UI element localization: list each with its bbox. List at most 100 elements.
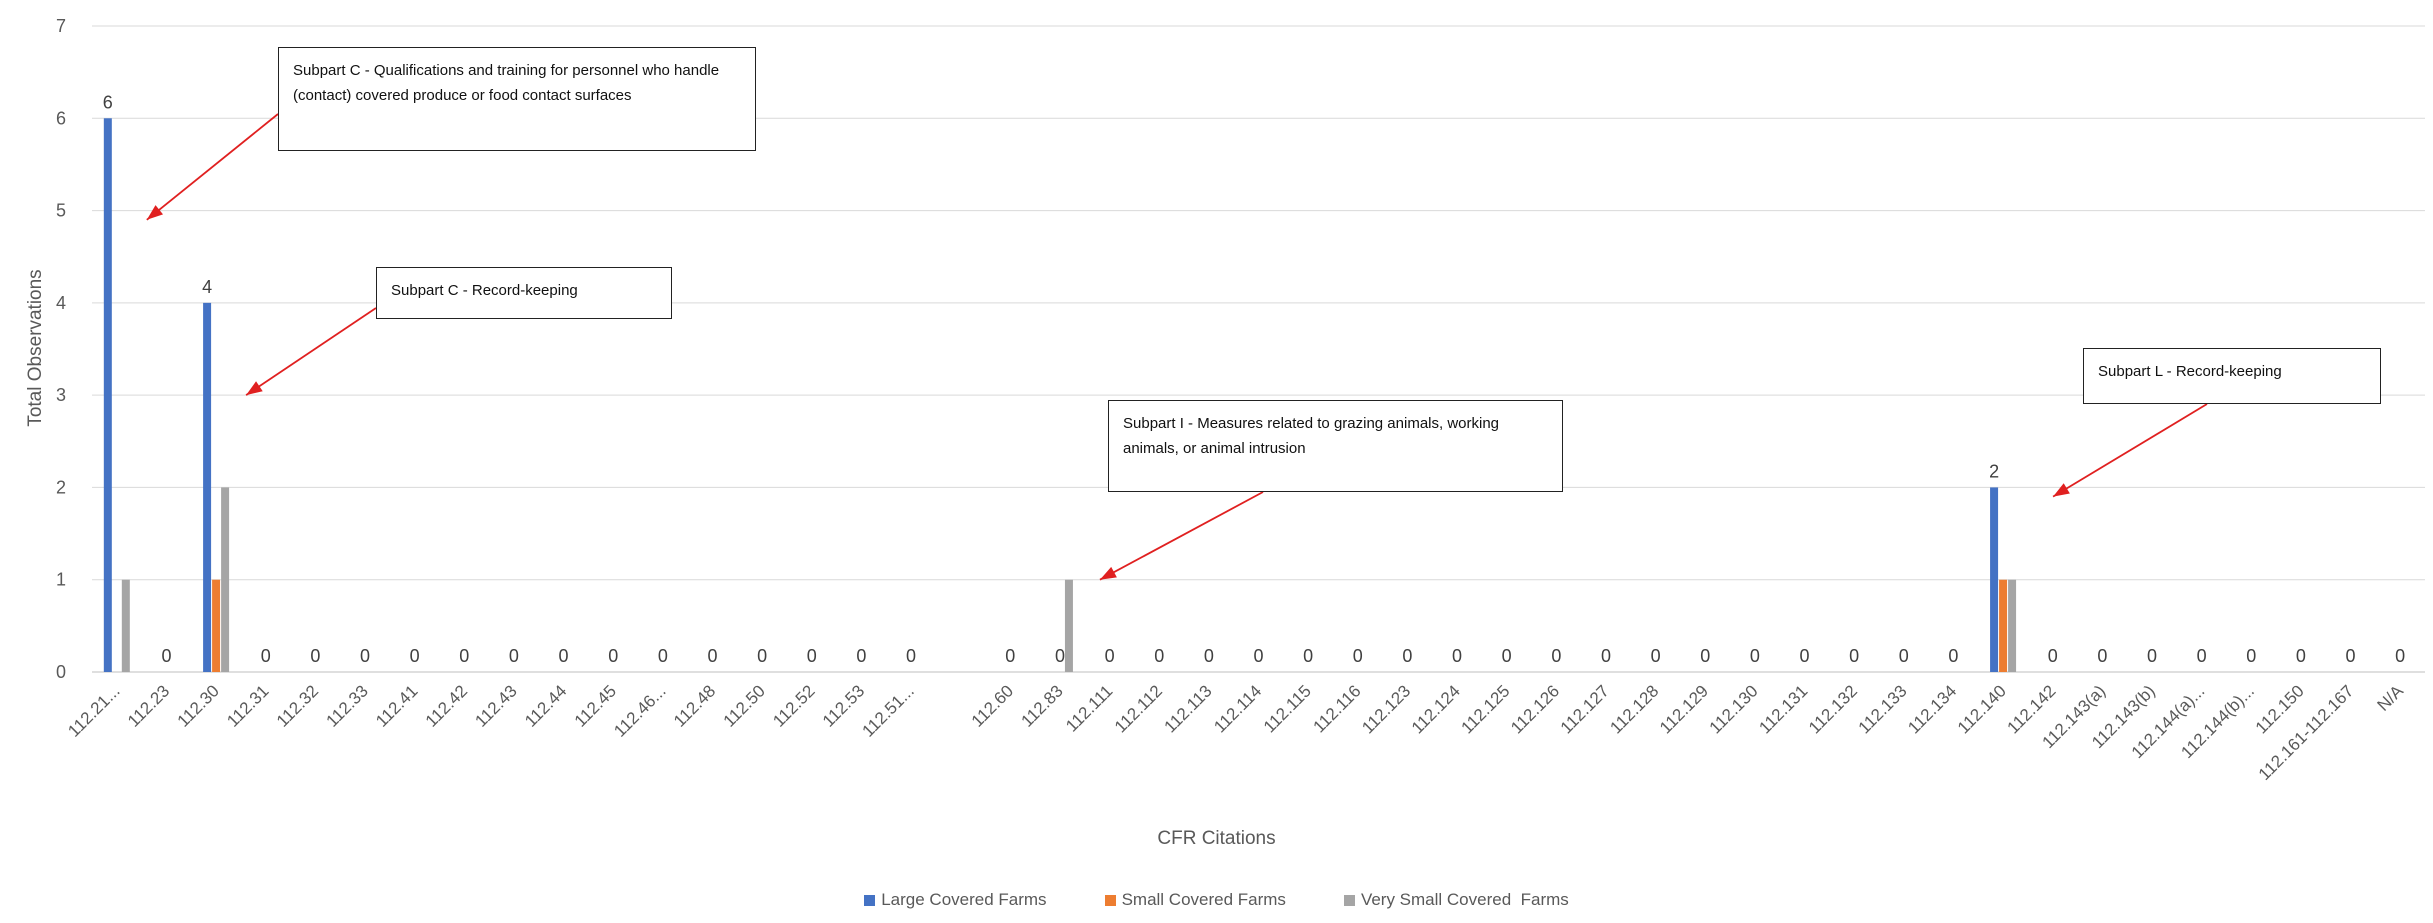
x-tick-label: 112.111 <box>1062 681 1116 735</box>
x-tick-label: 112.140 <box>1954 681 2010 737</box>
data-label: 0 <box>1452 646 1462 666</box>
callout-arrow-line <box>146 113 279 221</box>
legend-swatch-very-small <box>1343 894 1355 906</box>
y-tick-label: 7 <box>56 16 66 36</box>
data-label: 0 <box>1899 646 1909 666</box>
x-tick-label: 112.130 <box>1706 681 1762 737</box>
x-tick-label: 112.33 <box>323 681 372 730</box>
data-label: 0 <box>1105 646 1115 666</box>
data-label: 0 <box>1502 646 1512 666</box>
bar <box>1999 579 2008 672</box>
x-tick-label: 112.126 <box>1507 681 1563 737</box>
y-tick-label: 6 <box>56 108 66 128</box>
data-label: 0 <box>1154 646 1164 666</box>
bar <box>121 579 130 672</box>
data-label: 0 <box>261 646 271 666</box>
callout-arrows <box>146 113 2208 581</box>
data-label: 0 <box>2246 646 2256 666</box>
x-tick-label: 112.127 <box>1557 681 1613 737</box>
x-tick-label: 112.132 <box>1805 681 1861 737</box>
callout-subpart-c-record-keeping: Subpart C - Record-keeping <box>376 267 672 319</box>
data-label: 0 <box>1204 646 1214 666</box>
x-tick-label: 112.129 <box>1656 681 1712 737</box>
legend: Large Covered Farms Small Covered Farms … <box>0 890 2433 910</box>
legend-item-small: Small Covered Farms <box>1104 890 1286 910</box>
x-tick-label: 112.114 <box>1210 681 1265 736</box>
data-label: 0 <box>2346 646 2356 666</box>
x-tick-label: N/A <box>2374 681 2408 715</box>
bar <box>1990 487 1999 672</box>
callout-arrow-head <box>2053 483 2070 497</box>
data-label: 0 <box>1948 646 1958 666</box>
y-axis-title: Total Observations <box>25 269 46 427</box>
bar <box>1064 579 1073 672</box>
data-label: 0 <box>608 646 618 666</box>
callout-arrow-head <box>1099 566 1117 580</box>
legend-label-very-small: Very Small Covered Farms <box>1360 890 1569 909</box>
data-label: 0 <box>410 646 420 666</box>
x-tick-label: 112.50 <box>720 681 769 730</box>
callout-arrow-line <box>2052 403 2208 498</box>
x-tick-label: 112.32 <box>273 681 322 730</box>
data-label: 0 <box>1005 646 1015 666</box>
x-tick-label: 112.44 <box>521 681 570 730</box>
x-tick-label: 112.53 <box>819 681 868 730</box>
x-axis-title: CFR Citations <box>1157 828 1276 849</box>
data-label: 0 <box>1800 646 1810 666</box>
y-tick-label: 2 <box>56 477 66 497</box>
x-tick-label: 112.52 <box>769 681 818 730</box>
data-label: 0 <box>459 646 469 666</box>
data-label: 0 <box>1601 646 1611 666</box>
data-label: 0 <box>1750 646 1760 666</box>
data-label: 0 <box>2048 646 2058 666</box>
data-label: 0 <box>707 646 717 666</box>
x-tick-label: 112.124 <box>1408 681 1464 737</box>
data-label: 0 <box>658 646 668 666</box>
legend-item-large: Large Covered Farms <box>864 890 1047 910</box>
bars <box>103 118 2017 673</box>
callout-arrow-line <box>245 307 377 396</box>
x-tick-label: 112.131 <box>1755 681 1811 737</box>
bar <box>103 118 112 673</box>
y-tick-label: 1 <box>56 570 66 590</box>
bar <box>2008 579 2017 672</box>
x-tick-label: 112.133 <box>1855 681 1911 737</box>
x-tick-label: 112.83 <box>1017 681 1066 730</box>
callout-arrow-line <box>1099 491 1264 581</box>
data-label: 0 <box>1849 646 1859 666</box>
y-tick-label: 5 <box>56 201 66 221</box>
x-tick-label: 112.113 <box>1161 681 1216 736</box>
x-tick-label: 112.125 <box>1458 681 1514 737</box>
data-label: 0 <box>1353 646 1363 666</box>
data-label: 4 <box>202 277 212 297</box>
data-label: 0 <box>1700 646 1710 666</box>
data-label: 0 <box>856 646 866 666</box>
x-tick-label: 112.43 <box>471 681 520 730</box>
data-labels: 6 0 4 0 0 0 0 0 0 0 0 0 0 0 0 0 0 0 0 0 0 0 0 0 0 0 0 0 0 0 0 0 0 0 0 0 0 2 0 0… <box>103 92 2405 666</box>
x-tick-label: 112.112 <box>1111 681 1166 736</box>
x-tick-label: 112.123 <box>1358 681 1414 737</box>
data-label: 0 <box>2197 646 2207 666</box>
data-label: 0 <box>161 646 171 666</box>
data-label: 0 <box>1253 646 1263 666</box>
data-label: 0 <box>559 646 569 666</box>
callout-subpart-c-qualifications: Subpart C - Qualifications and training … <box>278 47 756 151</box>
y-tick-label: 3 <box>56 385 66 405</box>
x-tick-label: 112.30 <box>174 681 223 730</box>
data-label: 0 <box>2147 646 2157 666</box>
x-tick-label: 112.161-112.167 <box>2255 681 2358 784</box>
data-label: 2 <box>1989 461 1999 481</box>
x-tick-label: 112.46... <box>610 681 669 740</box>
data-label: 0 <box>2395 646 2405 666</box>
x-tick-label: 112.116 <box>1309 681 1364 736</box>
data-label: 0 <box>1551 646 1561 666</box>
callout-subpart-l-record-keeping: Subpart L - Record-keeping <box>2083 348 2381 404</box>
x-tick-label: 112.128 <box>1606 681 1662 737</box>
callout-subpart-i-animals: Subpart I - Measures related to grazing … <box>1108 400 1563 492</box>
y-tick-label: 4 <box>56 293 66 313</box>
x-tick-label: 112.31 <box>223 681 272 730</box>
legend-swatch-small <box>1104 894 1116 906</box>
y-tick-label: 0 <box>56 662 66 682</box>
data-label: 0 <box>1303 646 1313 666</box>
x-tick-label: 112.134 <box>1904 681 1960 737</box>
